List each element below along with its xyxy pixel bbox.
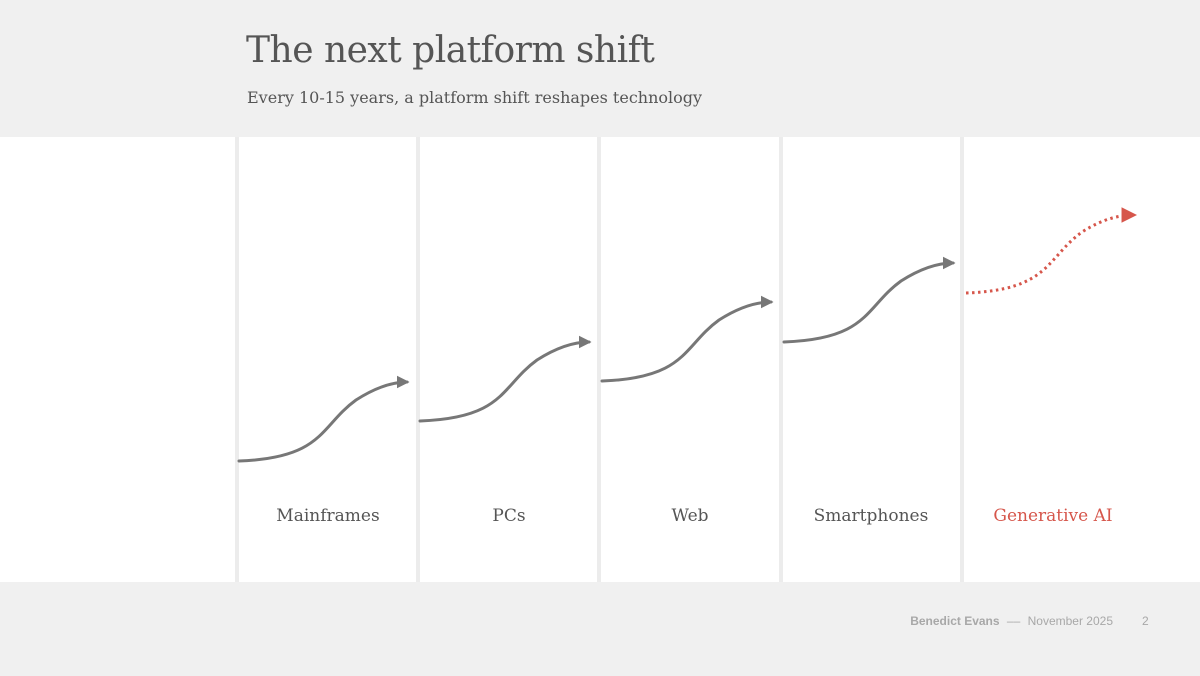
footer-separator: ––	[1006, 614, 1021, 628]
footer-author: Benedict Evans	[910, 614, 1000, 628]
column-divider	[960, 137, 964, 582]
header-band	[0, 0, 1200, 137]
slide-title: The next platform shift	[246, 30, 655, 71]
era-curve-mainframes	[237, 375, 410, 463]
footer-date: November 2025	[1027, 614, 1113, 628]
era-label-smartphones: Smartphones	[813, 506, 929, 526]
era-label-generative-ai: Generative AI	[993, 506, 1113, 526]
column-divider	[235, 137, 239, 582]
era-label-pcs: PCs	[492, 506, 526, 526]
slide-subtitle: Every 10-15 years, a platform shift resh…	[247, 88, 703, 107]
era-curve-generative-ai	[965, 207, 1138, 295]
era-curve-smartphones	[782, 256, 956, 344]
era-curve-pcs	[418, 335, 592, 423]
footer-credit: Benedict Evans –– November 2025	[910, 614, 1113, 628]
page-number: 2	[1142, 614, 1149, 628]
era-label-mainframes: Mainframes	[276, 506, 380, 526]
column-divider	[597, 137, 601, 582]
era-curve-web	[600, 295, 774, 383]
column-divider	[416, 137, 420, 582]
footer-band	[0, 582, 1200, 676]
era-label-web: Web	[671, 506, 709, 526]
column-divider	[779, 137, 783, 582]
